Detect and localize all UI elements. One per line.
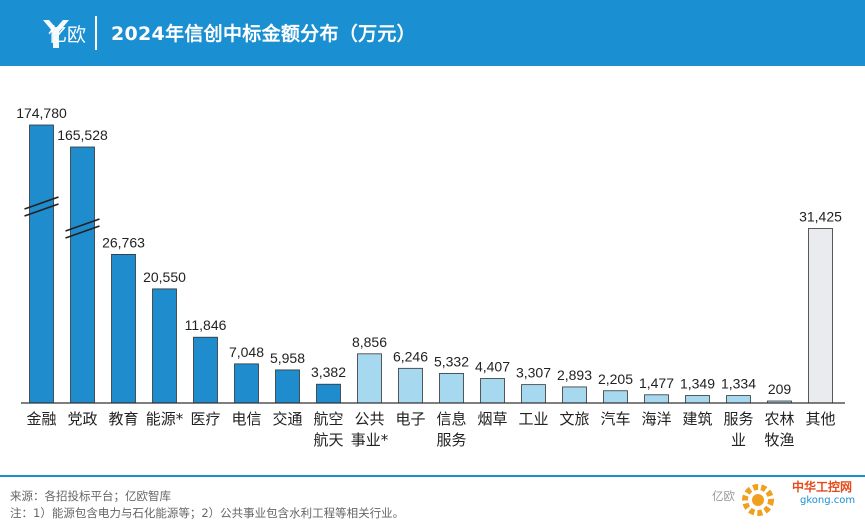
value-label: 209 (768, 381, 792, 397)
value-label: 2,893 (557, 367, 592, 383)
axis-break-mark (65, 218, 100, 232)
source-text: 来源：各招投标平台；亿欧智库 (10, 489, 171, 503)
bar-服务业 (726, 395, 751, 404)
bar-公共事业* (357, 353, 382, 404)
category-label: 事业* (351, 431, 389, 449)
bar-电信 (234, 363, 259, 404)
value-label: 4,407 (475, 359, 510, 375)
category-label: 服务 (723, 410, 753, 428)
axis-break-mark (24, 203, 59, 217)
value-label: 174,780 (16, 105, 67, 121)
watermark-text: 亿欧 (712, 489, 735, 503)
value-label: 11,846 (185, 317, 227, 333)
category-label: 建筑 (682, 410, 712, 428)
gear-icon (742, 484, 774, 516)
bar-chart: 174,780 金融 165,528 党政 26,763 教育 20,550 能源* 11,84… (16, 105, 845, 449)
value-label: 8,856 (352, 334, 387, 350)
category-label: 工业 (518, 410, 548, 428)
axis-break-mark (24, 196, 59, 210)
category-label: 海洋 (641, 410, 671, 428)
category-label: 公共 (354, 410, 384, 428)
value-label: 5,332 (434, 353, 469, 369)
chart-title: 2024年信创中标金额分布（万元） (111, 23, 416, 45)
bar-教育 (111, 253, 136, 404)
bar-文旅 (562, 386, 587, 404)
bar-其他 (808, 228, 833, 404)
category-label: 航空 (313, 410, 343, 428)
category-label: 党政 (67, 410, 97, 428)
category-label: 牧渔 (764, 431, 794, 449)
footer-divider (0, 475, 865, 477)
category-label: 教育 (108, 410, 138, 428)
category-label: 农林 (764, 410, 794, 428)
bar-党政 (70, 146, 95, 404)
note-text: 注：1）能源包含电力与石化能源等；2）公共事业包含水利工程等相关行业。 (10, 506, 405, 520)
value-label: 3,307 (516, 365, 551, 381)
value-label: 6,246 (393, 348, 428, 364)
value-label: 31,425 (799, 209, 842, 225)
bar-金融 (29, 124, 54, 404)
category-label: 信息 (436, 410, 466, 428)
category-label: 其他 (805, 410, 835, 428)
category-label: 能源* (146, 410, 184, 428)
value-label: 1,477 (639, 375, 674, 391)
value-label: 165,528 (57, 127, 108, 143)
category-label: 电信 (231, 410, 261, 428)
bar-工业 (521, 384, 546, 404)
category-label: 文旅 (559, 410, 589, 428)
value-label: 2,205 (598, 371, 633, 387)
value-label: 26,763 (102, 234, 145, 250)
header-bar: 亿欧 2024年信创中标金额分布（万元） (0, 0, 865, 66)
bar-航空航天 (316, 383, 341, 404)
value-label: 1,349 (680, 376, 715, 392)
bar-医疗 (193, 336, 218, 404)
category-label: 电子 (395, 410, 425, 428)
category-label: 医疗 (190, 410, 220, 428)
value-label: 1,334 (721, 376, 756, 392)
value-label: 3,382 (311, 364, 346, 380)
value-label: 7,048 (229, 344, 264, 360)
bar-电子 (398, 367, 423, 404)
bar-信息服务 (439, 372, 464, 404)
category-label: 金融 (26, 410, 56, 428)
bar-烟草 (480, 378, 505, 404)
bar-能源* (152, 288, 177, 404)
brand-name: 亿欧 (48, 24, 87, 46)
yiou-logo-icon (43, 20, 69, 48)
category-label: 业 (731, 431, 746, 449)
axis-break-mark (65, 225, 100, 239)
bar-汽车 (603, 390, 628, 404)
site-url: gkong.com (800, 495, 856, 506)
header-divider (95, 16, 97, 50)
value-label: 20,550 (143, 269, 186, 285)
value-label: 5,958 (270, 350, 305, 366)
category-label: 汽车 (600, 410, 630, 428)
bar-交通 (275, 369, 300, 404)
bar-海洋 (644, 394, 669, 404)
category-label: 交通 (272, 410, 302, 428)
category-label: 烟草 (477, 410, 507, 428)
category-label: 航天 (313, 431, 343, 449)
site-name: 中华工控网 (792, 480, 853, 494)
bar-建筑 (685, 395, 710, 404)
category-label: 服务 (436, 431, 466, 449)
